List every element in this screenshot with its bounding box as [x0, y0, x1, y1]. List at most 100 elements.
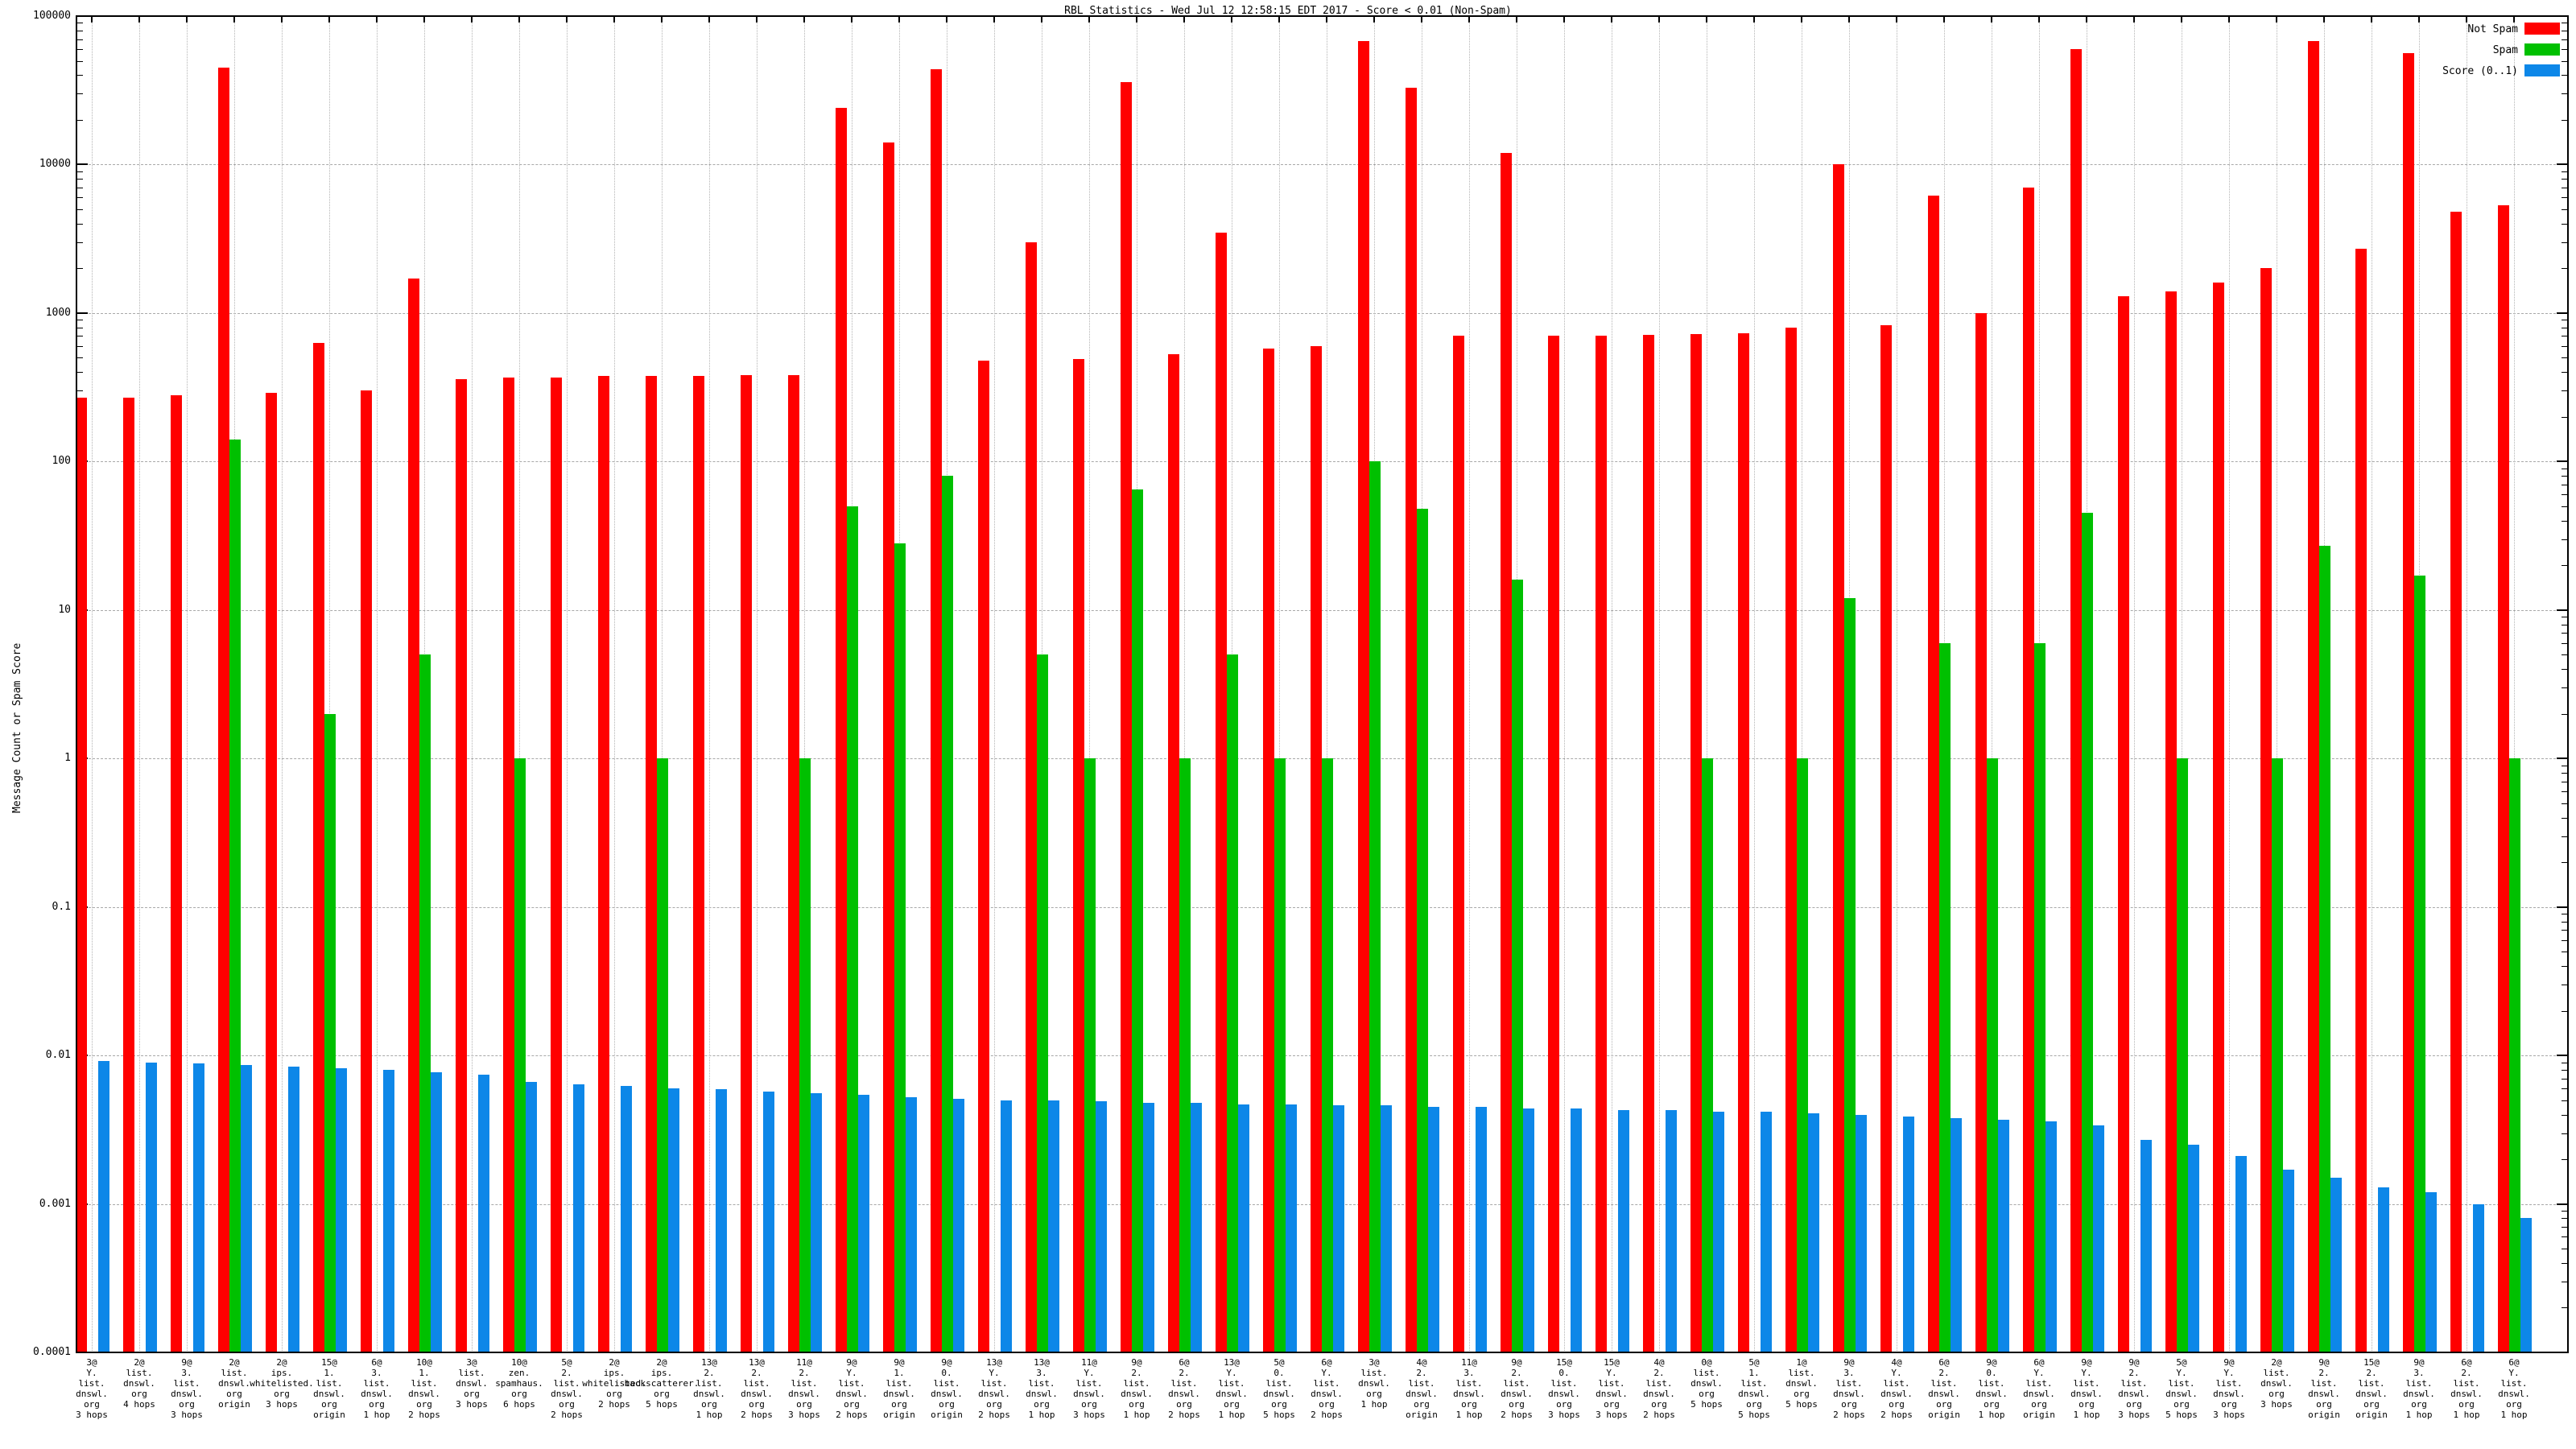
x-category-label: 6@ Y. list. dnswl. org 1 hop [2498, 1357, 2530, 1420]
y-tick-minor-right [2562, 1133, 2568, 1134]
x-gridline [329, 16, 330, 1352]
x-gridline [1469, 16, 1470, 1352]
bar-score [1476, 1107, 1487, 1352]
bar-spam [799, 758, 811, 1352]
bar-score [526, 1082, 537, 1352]
y-tick-minor-right [2562, 390, 2568, 392]
bar-not-spam [2165, 291, 2177, 1352]
y-tick-major-right [2557, 312, 2568, 314]
bar-score [2140, 1139, 2152, 1352]
y-tick-minor-right [2562, 39, 2568, 40]
y-tick-minor-right [2562, 1100, 2568, 1101]
x-category-label: 3@ Y. list. dnswl. org 3 hops [76, 1357, 108, 1420]
y-tick-minor-right [2562, 817, 2568, 819]
y-tick-minor-right [2562, 791, 2568, 793]
bar-not-spam [741, 375, 752, 1352]
bar-score [668, 1088, 679, 1352]
bar-not-spam [76, 397, 87, 1352]
legend-label-spam: Spam [2492, 44, 2518, 56]
bar-not-spam [171, 394, 182, 1352]
y-tick-minor-right [2562, 669, 2568, 671]
bar-not-spam [1548, 336, 1559, 1352]
y-tick-minor-left [76, 345, 83, 347]
bar-not-spam [1975, 312, 1987, 1352]
bar-score [1903, 1116, 1914, 1352]
bar-score [1001, 1100, 1012, 1352]
x-tick-top [1991, 16, 1992, 23]
x-tick-top [1563, 16, 1565, 23]
x-category-label: 1@ list. dnswl. org 5 hops [1785, 1357, 1818, 1410]
bar-score [573, 1084, 584, 1352]
x-tick-top [518, 16, 520, 23]
bar-spam [1702, 758, 1713, 1352]
y-tick-minor-right [2562, 48, 2568, 50]
bar-spam [1844, 598, 1856, 1352]
x-category-label: 9@ 2. list. dnswl. org 1 hop [1121, 1357, 1153, 1420]
x-tick-top [328, 16, 330, 23]
legend-swatch-score [2524, 64, 2560, 76]
y-tick-major-right [2557, 1055, 2568, 1057]
x-gridline [282, 16, 283, 1352]
y-tick-minor-right [2562, 197, 2568, 199]
x-category-label: 4@ Y. list. dnswl. org 2 hops [1880, 1357, 1913, 1420]
y-tick-minor-left [76, 390, 83, 392]
y-gridline [76, 312, 2568, 314]
bar-score [2093, 1125, 2104, 1352]
x-tick-top [1848, 16, 1850, 23]
bar-not-spam [978, 360, 989, 1352]
x-tick-top [423, 16, 425, 23]
y-tick-label: 0.01 [45, 1049, 71, 1062]
x-category-label: 0@ list. dnswl. org 5 hops [1690, 1357, 1723, 1410]
x-tick-top [708, 16, 710, 23]
x-category-label: 5@ Y. list. dnswl. org 5 hops [2165, 1357, 2198, 1420]
bar-not-spam [361, 390, 372, 1352]
x-category-label: 13@ Y. list. dnswl. org 2 hops [978, 1357, 1010, 1420]
bar-not-spam [1121, 81, 1132, 1352]
bar-spam [942, 476, 953, 1352]
bar-not-spam [836, 108, 847, 1352]
y-tick-minor-left [76, 179, 83, 180]
bar-not-spam [598, 376, 609, 1352]
y-tick-minor-right [2562, 1210, 2568, 1212]
bar-score [1998, 1119, 2009, 1352]
bar-score [478, 1075, 489, 1352]
y-tick-label: 1000 [45, 306, 71, 319]
bar-spam [2272, 758, 2283, 1352]
bar-not-spam [2498, 205, 2509, 1352]
bar-spam [1227, 654, 1238, 1352]
y-tick-minor-right [2562, 208, 2568, 210]
bar-spam [2414, 576, 2425, 1352]
x-category-label: 10@ zen. spamhaus. org 6 hops [495, 1357, 543, 1410]
x-category-label: 13@ Y. list. dnswl. org 1 hop [1216, 1357, 1248, 1420]
x-gridline [2514, 16, 2515, 1352]
bar-not-spam [1880, 324, 1892, 1352]
x-category-label: 6@ Y. list. dnswl. org origin [2023, 1357, 2055, 1420]
x-tick-top [1326, 16, 1327, 23]
bar-score [1333, 1105, 1344, 1352]
chart-title: RBL Statistics - Wed Jul 12 12:58:15 EDT… [1064, 5, 1512, 17]
y-tick-minor-right [2562, 654, 2568, 656]
y-tick-minor-left [76, 197, 83, 199]
x-tick-top [1658, 16, 1660, 23]
bar-spam [2177, 758, 2188, 1352]
x-category-label: 5@ 1. list. dnswl. org 5 hops [1738, 1357, 1770, 1420]
x-gridline [567, 16, 568, 1352]
bar-not-spam [2403, 53, 2414, 1352]
x-category-label: 2@ list. dnswl. org origin [218, 1357, 250, 1410]
bar-score [2330, 1178, 2342, 1352]
bar-score [906, 1097, 917, 1352]
y-tick-minor-right [2562, 930, 2568, 931]
y-tick-minor-right [2562, 1088, 2568, 1090]
bar-not-spam [1026, 242, 1037, 1352]
y-tick-label: 0.0001 [33, 1346, 71, 1358]
bar-not-spam [1501, 152, 1512, 1352]
bar-not-spam [931, 68, 942, 1352]
x-category-label: 9@ 2. list. dnswl. org 2 hops [1501, 1357, 1533, 1420]
bar-spam [1512, 580, 1523, 1352]
y-tick-major-right [2557, 609, 2568, 611]
x-tick-top [2038, 16, 2040, 23]
bar-spam [1132, 489, 1143, 1352]
bar-not-spam [1216, 232, 1227, 1352]
bar-not-spam [1596, 336, 1607, 1352]
x-category-label: 2@ list. dnswl. org 4 hops [123, 1357, 155, 1410]
